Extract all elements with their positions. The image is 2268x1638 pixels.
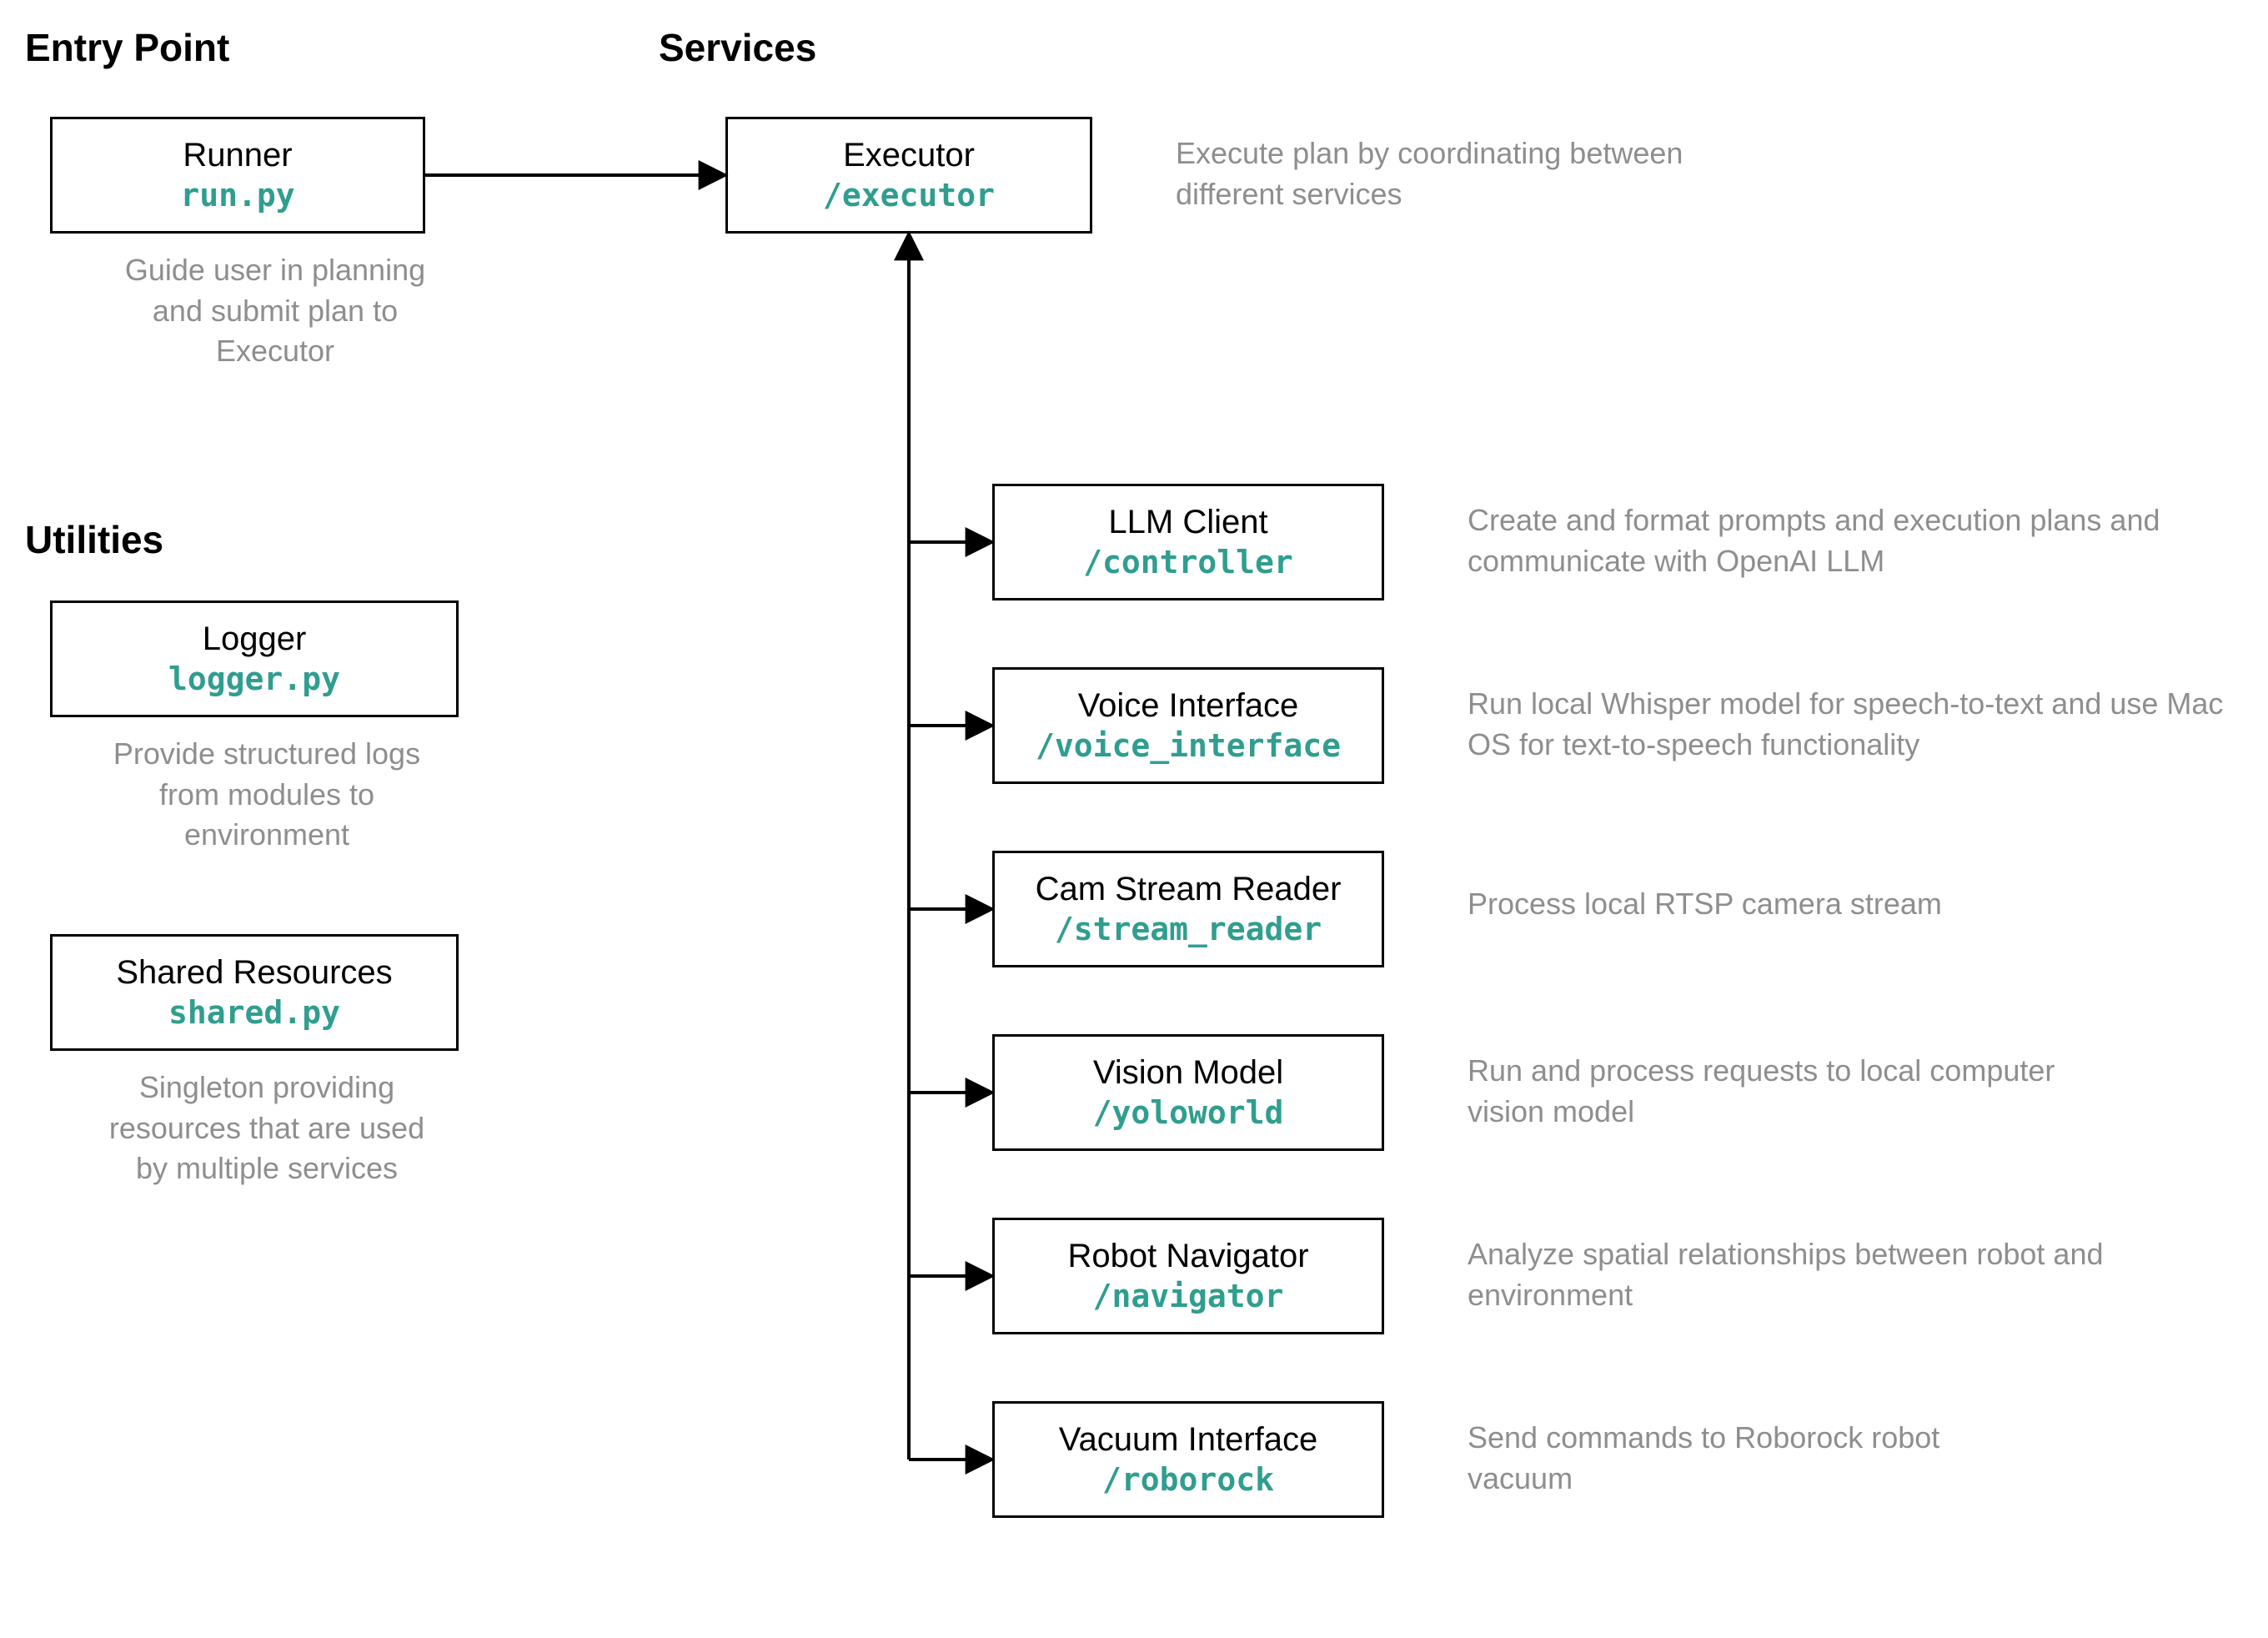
node-executor-desc: Execute plan by coordinating between dif… [1176,133,1759,214]
node-logger-code: logger.py [168,660,340,700]
node-cam-stream-code: /stream_reader [1055,910,1322,950]
node-runner-desc: Guide user in planning and submit plan t… [100,250,450,372]
node-cam-stream: Cam Stream Reader /stream_reader [992,851,1384,967]
node-cam-stream-title: Cam Stream Reader [1036,868,1342,910]
node-cam-stream-desc: Process local RTSP camera stream [1468,884,2135,925]
node-vacuum-desc: Send commands to Roborock robot vacuum [1468,1418,2051,1499]
node-vacuum: Vacuum Interface /roborock [992,1401,1384,1518]
node-shared-code: shared.py [168,993,340,1033]
section-title-utilities: Utilities [25,517,163,562]
node-vision-model-desc: Run and process requests to local comput… [1468,1051,2135,1132]
node-voice-interface-desc: Run local Whisper model for speech-to-te… [1468,684,2251,765]
node-vision-model-title: Vision Model [1093,1052,1283,1093]
node-logger-desc: Provide structured logs from modules to … [100,734,434,856]
node-navigator-title: Robot Navigator [1067,1235,1308,1277]
section-title-entry-point: Entry Point [25,25,229,70]
node-executor: Executor /executor [725,117,1092,234]
node-shared-title: Shared Resources [116,952,392,993]
node-runner-code: run.py [180,176,294,216]
node-runner-title: Runner [183,134,292,176]
node-voice-interface: Voice Interface /voice_interface [992,667,1384,784]
node-vision-model: Vision Model /yoloworld [992,1034,1384,1151]
node-executor-title: Executor [843,134,975,176]
node-llm-client: LLM Client /controller [992,484,1384,600]
node-llm-client-title: LLM Client [1108,501,1267,543]
node-vision-model-code: /yoloworld [1093,1093,1284,1133]
node-voice-interface-title: Voice Interface [1078,685,1299,726]
diagram-stage: Entry Point Services Utilities Runner ru… [0,0,2268,1638]
node-vacuum-title: Vacuum Interface [1059,1419,1318,1460]
node-shared: Shared Resources shared.py [50,934,459,1051]
section-title-services: Services [659,25,816,70]
node-navigator: Robot Navigator /navigator [992,1218,1384,1334]
node-executor-code: /executor [823,176,995,216]
node-llm-client-code: /controller [1083,543,1293,583]
node-vacuum-code: /roborock [1102,1460,1274,1500]
node-logger: Logger logger.py [50,600,459,717]
node-shared-desc: Singleton providing resources that are u… [92,1068,442,1189]
node-runner: Runner run.py [50,117,425,234]
node-voice-interface-code: /voice_interface [1036,726,1341,766]
node-logger-title: Logger [203,618,307,660]
node-llm-client-desc: Create and format prompts and execution … [1468,500,2218,581]
node-navigator-desc: Analyze spatial relationships between ro… [1468,1234,2135,1315]
node-navigator-code: /navigator [1093,1277,1284,1317]
